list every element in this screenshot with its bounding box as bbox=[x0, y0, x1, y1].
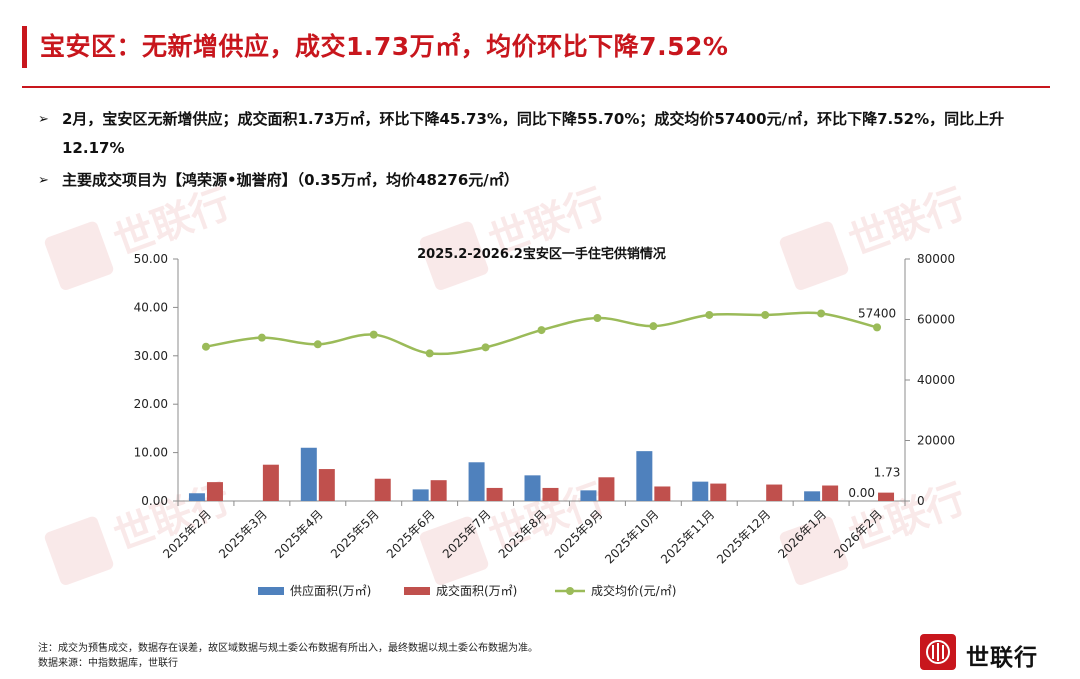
avg-price-point bbox=[817, 309, 826, 318]
watermark: 世联行 bbox=[44, 181, 237, 291]
avg-price-point bbox=[425, 349, 434, 358]
x-tick-label: 2025年4月 bbox=[272, 507, 326, 561]
watermark: 世联行 bbox=[419, 181, 612, 291]
legend-marker bbox=[566, 587, 574, 595]
bullet-text: 主要成交项目为【鸿荣源•珈誉府】（0.35万㎡，均价48276元/㎡） bbox=[62, 171, 519, 189]
bullet-item: ➢ 主要成交项目为【鸿荣源•珈誉府】（0.35万㎡，均价48276元/㎡） bbox=[38, 166, 1048, 195]
x-tick-label: 2025年12月 bbox=[714, 507, 773, 566]
right-tick-label: 40000 bbox=[917, 373, 955, 387]
left-tick-label: 10.00 bbox=[134, 446, 168, 460]
sales-area-bar bbox=[318, 469, 335, 501]
triangle-arrow-icon: ➢ bbox=[38, 112, 49, 127]
sales-area-bar bbox=[598, 477, 615, 501]
bullet-item: ➢ 2月，宝安区无新增供应；成交面积1.73万㎡，环比下降45.73%，同比下降… bbox=[38, 105, 1048, 163]
footnote-block: 注：成交为预售成交，数据存在误差，故区域数据与规土委公布数据有所出入，最终数据以… bbox=[38, 641, 538, 671]
supply-area-bar bbox=[300, 447, 317, 501]
x-tick-label: 2025年11月 bbox=[658, 507, 717, 566]
right-tick-label: 60000 bbox=[917, 313, 955, 327]
chart-title: 2025.2-2026.2宝安区一手住宅供销情况 bbox=[417, 246, 666, 262]
sales-area-bar bbox=[374, 478, 391, 501]
avg-price-point bbox=[257, 333, 266, 342]
supply-area-bar bbox=[692, 481, 709, 501]
avg-price-point bbox=[873, 323, 882, 332]
avg-price-point bbox=[705, 310, 714, 319]
avg-price-point bbox=[593, 313, 602, 322]
right-tick-label: 20000 bbox=[917, 434, 955, 448]
logo-text: 世联行 bbox=[966, 645, 1038, 671]
company-logo: 世联行 bbox=[920, 634, 1060, 674]
bullet-text: 2月，宝安区无新增供应；成交面积1.73万㎡，环比下降45.73%，同比下降55… bbox=[62, 110, 1005, 157]
legend-label: 成交面积(万㎡) bbox=[436, 583, 517, 598]
left-tick-label: 0.00 bbox=[141, 494, 168, 508]
left-tick-label: 50.00 bbox=[134, 252, 168, 266]
title-divider bbox=[22, 86, 1050, 88]
supply-area-bar bbox=[524, 475, 541, 501]
triangle-arrow-icon: ➢ bbox=[38, 173, 49, 188]
sales-area-bar bbox=[766, 484, 783, 501]
avg-price-point bbox=[313, 340, 322, 349]
right-tick-label: 0 bbox=[917, 494, 925, 508]
supply-area-bar bbox=[412, 489, 429, 501]
bullet-list: ➢ 2月，宝安区无新增供应；成交面积1.73万㎡，环比下降45.73%，同比下降… bbox=[38, 105, 1048, 195]
avg-price-point bbox=[649, 322, 658, 331]
page-title: 宝安区：无新增供应，成交1.73万㎡，均价环比下降7.52% bbox=[40, 32, 729, 61]
data-label: 57400 bbox=[858, 306, 896, 320]
x-tick-label: 2025年10月 bbox=[602, 507, 661, 566]
sales-area-bar bbox=[822, 485, 839, 501]
sales-area-bar bbox=[430, 480, 447, 501]
title-bar: 宝安区：无新增供应，成交1.73万㎡，均价环比下降7.52% bbox=[0, 0, 1080, 82]
supply-area-bar bbox=[580, 490, 597, 501]
data-label: 0.00 bbox=[848, 486, 875, 500]
data-label: 1.73 bbox=[874, 466, 901, 480]
legend-label: 供应面积(万㎡) bbox=[290, 583, 371, 598]
watermark: 世联行 bbox=[779, 476, 972, 586]
left-tick-label: 40.00 bbox=[134, 300, 168, 314]
footnote-note: 注：成交为预售成交，数据存在误差，故区域数据与规土委公布数据有所出入，最终数据以… bbox=[38, 643, 538, 654]
x-tick-label: 2025年5月 bbox=[328, 507, 382, 561]
legend-swatch bbox=[404, 587, 430, 595]
svg-text:世联行: 世联行 bbox=[108, 181, 236, 265]
sales-area-bar bbox=[542, 487, 559, 501]
avg-price-point bbox=[369, 330, 378, 339]
legend-label: 成交均价(元/㎡) bbox=[591, 583, 676, 598]
watermark: 世联行 bbox=[779, 181, 972, 291]
left-tick-label: 20.00 bbox=[134, 397, 168, 411]
avg-price-point bbox=[201, 342, 210, 351]
sales-area-bar bbox=[654, 486, 671, 501]
legend-swatch bbox=[258, 587, 284, 595]
avg-price-point bbox=[481, 343, 490, 352]
logo-mark-icon bbox=[920, 634, 956, 670]
footnote-source: 数据来源：中指数据库，世联行 bbox=[38, 658, 178, 669]
right-tick-label: 80000 bbox=[917, 252, 955, 266]
left-tick-label: 30.00 bbox=[134, 349, 168, 363]
sales-area-bar bbox=[710, 483, 727, 501]
avg-price-point bbox=[537, 326, 546, 335]
avg-price-point bbox=[761, 310, 770, 319]
supply-area-bar bbox=[468, 462, 485, 501]
supply-area-bar bbox=[188, 493, 205, 501]
sales-area-bar bbox=[262, 464, 279, 501]
sales-area-bar bbox=[206, 482, 223, 501]
supply-area-bar bbox=[636, 451, 653, 501]
supply-area-bar bbox=[804, 491, 821, 501]
title-accent-bar bbox=[22, 26, 27, 68]
sales-area-bar bbox=[486, 487, 503, 501]
sales-area-bar bbox=[878, 492, 895, 501]
